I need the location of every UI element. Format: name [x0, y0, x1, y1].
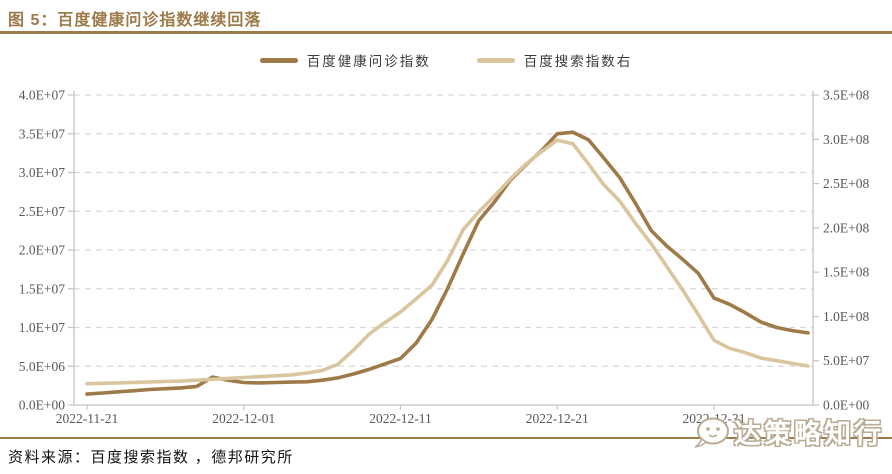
bottom-divider-line — [0, 437, 892, 439]
y-axis-right-tick-label: 2.0E+08 — [823, 220, 869, 235]
x-axis-tick-label: 2022-12-11 — [369, 411, 432, 426]
x-axis-tick-label: 2022-12-21 — [526, 411, 589, 426]
y-axis-left-tick-label: 3.0E+07 — [19, 165, 65, 180]
axis-lines — [73, 91, 814, 406]
series-line-search-index — [85, 138, 810, 386]
y-axis-right-tick-label: 1.5E+08 — [823, 265, 869, 280]
x-axis: 2022-11-21 2022-12-01 2022-12-11 2022-12-21… — [56, 405, 745, 426]
y-axis-right-tick-label: 3.5E+08 — [823, 88, 869, 103]
y-axis-right-tick-label: 1.0E+08 — [823, 309, 869, 324]
y-axis-left-tick-label: 0.0E+00 — [19, 398, 65, 413]
y-axis-left-tick-label: 1.0E+07 — [19, 320, 65, 335]
legend-item-search-index: 百度搜索指数右 — [476, 50, 633, 70]
chart-legend: 百度健康问诊指数 百度搜索指数右 — [0, 50, 892, 70]
y-axis-left-tick-label: 4.0E+07 — [19, 88, 65, 103]
legend-label-search-index: 百度搜索指数右 — [523, 54, 633, 69]
y-axis-right: 0.0E+00 5.0E+07 1.0E+08 1.5E+08 2.0E+08 2.5E+… — [813, 88, 869, 413]
page-title: 图 5：百度健康问诊指数继续回落 — [8, 12, 262, 29]
watermark-text: 达策略知行 — [734, 419, 884, 449]
y-axis-left: 0.0E+00 5.0E+06 1.0E+07 1.5E+07 2.0E+07 2.5E+… — [19, 88, 74, 413]
y-axis-right-tick-label: 2.5E+08 — [823, 176, 869, 191]
y-axis-left-tick-label: 3.5E+07 — [19, 126, 65, 141]
gridlines — [74, 94, 813, 367]
legend-swatch-consult-index — [259, 57, 298, 63]
y-axis-left-tick-label: 2.0E+07 — [19, 243, 65, 258]
y-axis-right-tick-label: 3.0E+08 — [823, 132, 869, 147]
y-axis-right-tick-label: 5.0E+07 — [823, 353, 869, 368]
watermark: 达策略知行 — [691, 412, 884, 451]
x-axis-tick-label: 2022-11-21 — [56, 411, 119, 426]
y-axis-left-tick-label: 2.5E+07 — [19, 204, 65, 219]
source-note: 资料来源：百度搜索指数 ，德邦研究所 — [8, 450, 294, 466]
y-axis-left-tick-label: 5.0E+06 — [19, 359, 65, 374]
legend-item-consult-index: 百度健康问诊指数 — [259, 50, 431, 70]
y-axis-right-tick-label: 0.0E+00 — [823, 398, 869, 413]
title-divider-line — [0, 31, 892, 34]
x-axis-tick-label: 2022-12-01 — [212, 411, 275, 426]
y-axis-left-tick-label: 1.5E+07 — [19, 281, 65, 296]
legend-label-consult-index: 百度健康问诊指数 — [306, 54, 431, 69]
speech-bubble-icon — [694, 417, 729, 448]
line-chart: 0.0E+00 5.0E+06 1.0E+07 1.5E+07 2.0E+07 2.5E+… — [19, 88, 870, 427]
legend-swatch-search-index — [476, 57, 515, 63]
series-lines — [85, 130, 810, 396]
